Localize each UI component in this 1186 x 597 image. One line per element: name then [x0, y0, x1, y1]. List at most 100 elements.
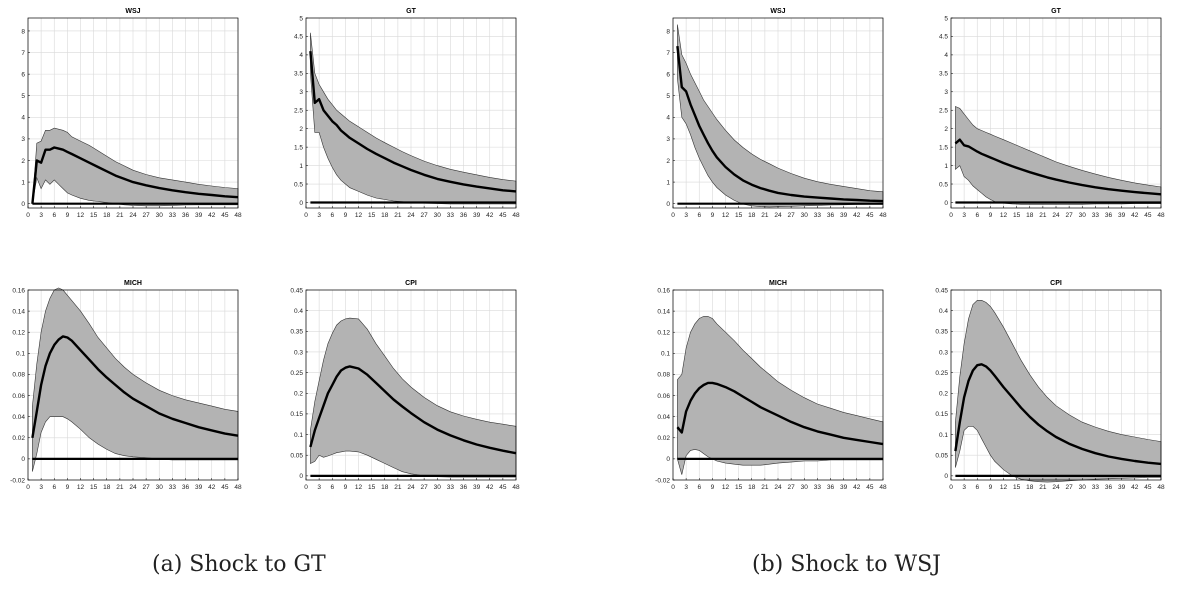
x-tick-label: 18	[748, 484, 756, 491]
y-tick-label: 2	[944, 126, 948, 133]
y-tick-label: 0	[299, 200, 303, 207]
x-tick-label: 42	[486, 484, 494, 491]
x-tick-label: 3	[684, 212, 688, 219]
x-tick-label: 27	[1066, 212, 1074, 219]
x-tick-label: 30	[434, 484, 442, 491]
median-response-line	[954, 138, 1162, 196]
y-tick-label: 5	[666, 93, 670, 100]
panel-gt-shock-cpi: 0 3 6 9 12 15 18 21 24 27 30 33 36 39 42 45 4800.050.10.…	[290, 280, 520, 491]
x-tick-label: 39	[1118, 212, 1126, 219]
x-tick-label: 3	[39, 484, 43, 491]
x-tick-label: 15	[735, 484, 743, 491]
y-tick-label: 3.5	[939, 71, 948, 78]
x-tick-label: 3	[962, 212, 966, 219]
x-tick-label: 21	[394, 212, 402, 219]
y-tick-label: 0.04	[657, 414, 670, 421]
x-tick-label: 42	[486, 212, 494, 219]
x-tick-label: 18	[103, 484, 111, 491]
x-tick-label: 24	[407, 484, 415, 491]
x-tick-label: 21	[116, 212, 124, 219]
y-tick-label: 0.12	[12, 330, 25, 337]
panel-title: CPI	[1050, 280, 1062, 287]
x-tick-label: 3	[684, 484, 688, 491]
x-tick-label: 42	[208, 212, 216, 219]
x-tick-label: 45	[499, 484, 507, 491]
x-tick-label: 9	[344, 212, 348, 219]
y-tick-label: 0.1	[16, 351, 25, 358]
x-tick-label: 33	[1092, 212, 1100, 219]
x-tick-label: 42	[208, 484, 216, 491]
x-tick-label: 27	[421, 484, 429, 491]
y-tick-label: 0.35	[290, 329, 303, 336]
caption-shock-to-gt: (a) Shock to GT	[152, 552, 326, 577]
x-tick-label: 33	[447, 212, 455, 219]
x-tick-label: 3	[317, 484, 321, 491]
x-tick-label: 24	[129, 212, 137, 219]
x-tick-label: 30	[1079, 212, 1087, 219]
x-tick-label: 30	[801, 484, 809, 491]
y-tick-label: 1	[21, 179, 25, 186]
y-tick-label: -0.02	[10, 477, 25, 484]
x-tick-label: 30	[801, 212, 809, 219]
y-tick-label: 0.25	[290, 370, 303, 377]
y-tick-label: 0.45	[290, 287, 303, 294]
x-tick-label: 39	[195, 484, 203, 491]
y-tick-label: 7	[666, 50, 670, 57]
y-tick-label: 3	[944, 89, 948, 96]
y-tick-label: 0.08	[657, 372, 670, 379]
y-tick-label: 0.1	[294, 432, 303, 439]
y-tick-label: 5	[299, 15, 303, 22]
x-tick-label: 36	[460, 212, 468, 219]
y-tick-label: 2	[21, 158, 25, 165]
x-tick-label: 0	[949, 212, 953, 219]
y-tick-label: 2	[666, 158, 670, 165]
x-tick-label: 48	[234, 484, 242, 491]
x-tick-label: 15	[1013, 484, 1021, 491]
x-tick-label: 18	[103, 212, 111, 219]
x-tick-label: 33	[1092, 484, 1100, 491]
x-tick-label: 42	[853, 484, 861, 491]
y-tick-label: 1.5	[939, 144, 948, 151]
x-tick-label: 45	[221, 212, 229, 219]
x-tick-label: 27	[143, 212, 151, 219]
y-tick-label: 8	[21, 28, 25, 35]
x-tick-label: 48	[512, 484, 520, 491]
y-tick-label: 0	[21, 456, 25, 463]
y-tick-label: 4.5	[294, 34, 303, 41]
y-tick-label: 0.1	[661, 351, 670, 358]
y-tick-label: 5	[944, 15, 948, 22]
x-tick-label: 33	[169, 212, 177, 219]
x-tick-label: 48	[1157, 484, 1165, 491]
x-tick-label: 18	[1026, 212, 1034, 219]
x-tick-label: 9	[989, 212, 993, 219]
x-tick-label: 12	[1000, 212, 1008, 219]
x-tick-label: 6	[975, 212, 979, 219]
y-tick-label: 0	[666, 456, 670, 463]
y-tick-label: 5	[21, 93, 25, 100]
x-tick-label: 36	[1105, 212, 1113, 219]
x-tick-label: 27	[143, 484, 151, 491]
x-tick-label: 15	[735, 212, 743, 219]
x-tick-label: 9	[989, 484, 993, 491]
x-tick-label: 9	[66, 484, 70, 491]
y-tick-label: 4	[666, 115, 670, 122]
x-tick-label: 0	[26, 212, 30, 219]
y-tick-label: 0.16	[12, 287, 25, 294]
y-tick-label: 4.5	[939, 34, 948, 41]
y-tick-label: 0.45	[935, 287, 948, 294]
x-tick-label: 48	[512, 212, 520, 219]
x-tick-label: 36	[182, 212, 190, 219]
x-tick-label: 21	[1039, 212, 1047, 219]
x-tick-label: 45	[221, 484, 229, 491]
x-tick-label: 36	[460, 484, 468, 491]
x-tick-label: 0	[26, 484, 30, 491]
y-tick-label: 0	[666, 201, 670, 208]
x-tick-label: 12	[355, 484, 363, 491]
x-tick-label: 27	[421, 212, 429, 219]
x-tick-label: 45	[1144, 212, 1152, 219]
x-tick-label: 39	[1118, 484, 1126, 491]
x-tick-label: 27	[788, 212, 796, 219]
panel-title: GT	[1051, 8, 1061, 15]
y-tick-label: 0.5	[939, 181, 948, 188]
